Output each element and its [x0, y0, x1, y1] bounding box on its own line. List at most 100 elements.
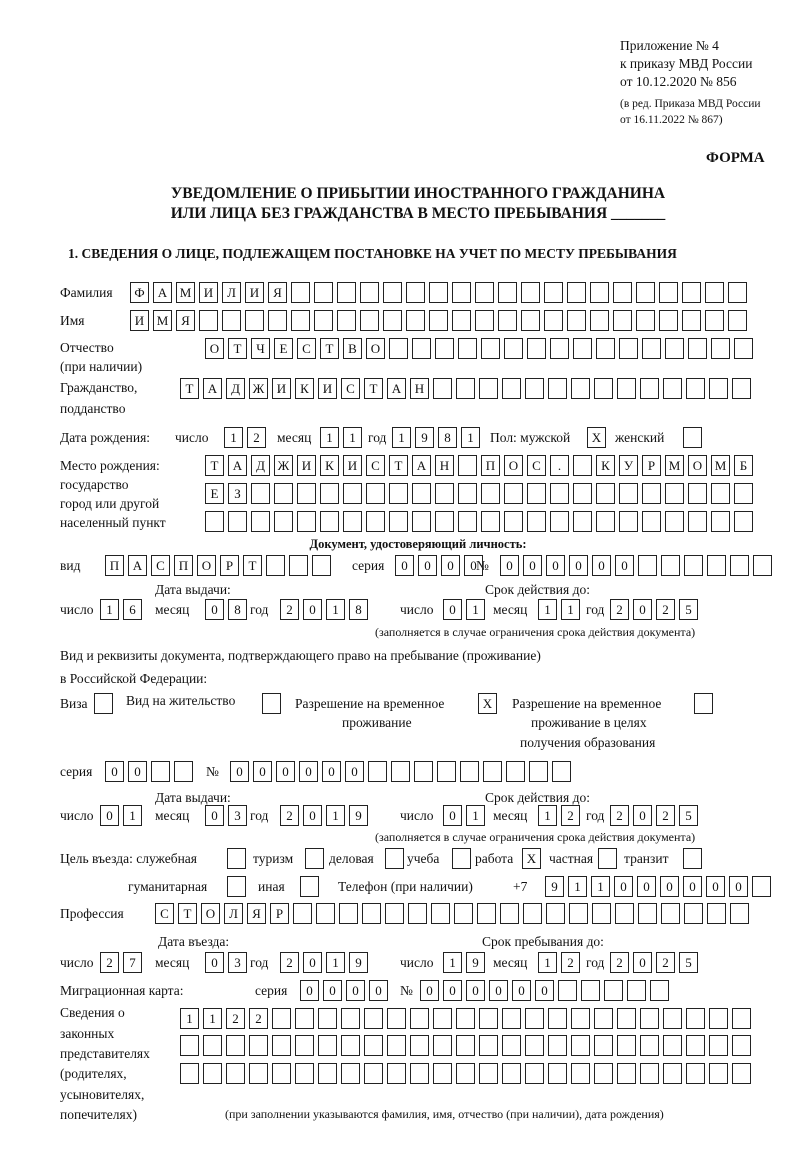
char-cell[interactable]: [479, 1035, 498, 1056]
char-cell[interactable]: 1: [203, 1008, 222, 1029]
char-cell[interactable]: Е: [205, 483, 224, 504]
char-cell[interactable]: П: [481, 455, 500, 476]
char-cell[interactable]: [659, 282, 678, 303]
char-cell[interactable]: [341, 1008, 360, 1029]
char-cell[interactable]: [389, 511, 408, 532]
char-cell[interactable]: [504, 338, 523, 359]
char-cell[interactable]: [479, 1063, 498, 1084]
char-cell[interactable]: 2: [610, 952, 629, 973]
char-cell[interactable]: [544, 282, 563, 303]
char-cell[interactable]: Н: [435, 455, 454, 476]
char-cell[interactable]: [504, 511, 523, 532]
char-cell[interactable]: С: [155, 903, 174, 924]
char-cell[interactable]: [479, 378, 498, 399]
char-cell[interactable]: 0: [535, 980, 554, 1001]
char-cell[interactable]: [730, 555, 749, 576]
char-cell[interactable]: [477, 903, 496, 924]
char-cell[interactable]: [709, 1008, 728, 1029]
char-cell[interactable]: [316, 903, 335, 924]
char-cell[interactable]: [456, 378, 475, 399]
char-cell[interactable]: [636, 310, 655, 331]
char-cell[interactable]: З: [228, 483, 247, 504]
char-cell[interactable]: [711, 338, 730, 359]
char-cell[interactable]: [314, 282, 333, 303]
char-cell[interactable]: [659, 310, 678, 331]
char-cell[interactable]: 0: [683, 876, 702, 897]
char-cell[interactable]: Р: [270, 903, 289, 924]
char-cell[interactable]: [527, 338, 546, 359]
char-cell[interactable]: [456, 1008, 475, 1029]
char-cell[interactable]: [429, 310, 448, 331]
char-cell[interactable]: [364, 1063, 383, 1084]
char-cell[interactable]: [387, 1035, 406, 1056]
char-cell[interactable]: 0: [253, 761, 272, 782]
char-cell[interactable]: И: [297, 455, 316, 476]
char-cell[interactable]: [684, 903, 703, 924]
char-cell[interactable]: [709, 1035, 728, 1056]
char-cell[interactable]: [688, 338, 707, 359]
char-cell[interactable]: Я: [268, 282, 287, 303]
char-cell[interactable]: [481, 338, 500, 359]
char-cell[interactable]: [337, 282, 356, 303]
char-cell[interactable]: [456, 1063, 475, 1084]
char-cell[interactable]: 0: [369, 980, 388, 1001]
char-cell[interactable]: [573, 455, 592, 476]
char-cell[interactable]: 1: [443, 952, 462, 973]
char-cell[interactable]: [266, 555, 285, 576]
char-cell[interactable]: 9: [415, 427, 434, 448]
char-cell[interactable]: [151, 761, 170, 782]
char-cell[interactable]: 9: [349, 805, 368, 826]
char-cell[interactable]: [506, 761, 525, 782]
char-cell[interactable]: 0: [205, 805, 224, 826]
char-cell[interactable]: А: [203, 378, 222, 399]
char-cell[interactable]: 1: [224, 427, 243, 448]
char-cell[interactable]: [573, 483, 592, 504]
char-cell[interactable]: [686, 378, 705, 399]
char-cell[interactable]: Б: [734, 455, 753, 476]
checkbox[interactable]: [598, 848, 617, 869]
char-cell[interactable]: 0: [523, 555, 542, 576]
char-cell[interactable]: 0: [706, 876, 725, 897]
char-cell[interactable]: [272, 1008, 291, 1029]
char-cell[interactable]: 5: [679, 599, 698, 620]
char-cell[interactable]: О: [504, 455, 523, 476]
char-cell[interactable]: 0: [660, 876, 679, 897]
char-cell[interactable]: [452, 310, 471, 331]
checkbox[interactable]: [694, 693, 713, 714]
char-cell[interactable]: [550, 483, 569, 504]
char-cell[interactable]: 2: [226, 1008, 245, 1029]
char-cell[interactable]: [226, 1063, 245, 1084]
char-cell[interactable]: А: [228, 455, 247, 476]
char-cell[interactable]: [619, 338, 638, 359]
checkbox[interactable]: [452, 848, 471, 869]
char-cell[interactable]: А: [412, 455, 431, 476]
char-cell[interactable]: [295, 1035, 314, 1056]
char-cell[interactable]: Д: [251, 455, 270, 476]
char-cell[interactable]: И: [130, 310, 149, 331]
char-cell[interactable]: [251, 511, 270, 532]
char-cell[interactable]: 0: [614, 876, 633, 897]
char-cell[interactable]: [640, 1063, 659, 1084]
char-cell[interactable]: 0: [569, 555, 588, 576]
char-cell[interactable]: 2: [656, 952, 675, 973]
char-cell[interactable]: 1: [466, 599, 485, 620]
char-cell[interactable]: 9: [466, 952, 485, 973]
char-cell[interactable]: [594, 1008, 613, 1029]
char-cell[interactable]: 1: [326, 952, 345, 973]
char-cell[interactable]: [663, 1035, 682, 1056]
char-cell[interactable]: [707, 555, 726, 576]
char-cell[interactable]: И: [245, 282, 264, 303]
char-cell[interactable]: [343, 511, 362, 532]
char-cell[interactable]: Я: [247, 903, 266, 924]
char-cell[interactable]: 1: [538, 805, 557, 826]
char-cell[interactable]: [458, 455, 477, 476]
char-cell[interactable]: [437, 761, 456, 782]
char-cell[interactable]: И: [318, 378, 337, 399]
char-cell[interactable]: С: [341, 378, 360, 399]
char-cell[interactable]: [433, 1063, 452, 1084]
char-cell[interactable]: [297, 483, 316, 504]
char-cell[interactable]: [558, 980, 577, 1001]
char-cell[interactable]: Т: [228, 338, 247, 359]
char-cell[interactable]: .: [550, 455, 569, 476]
char-cell[interactable]: 0: [466, 980, 485, 1001]
